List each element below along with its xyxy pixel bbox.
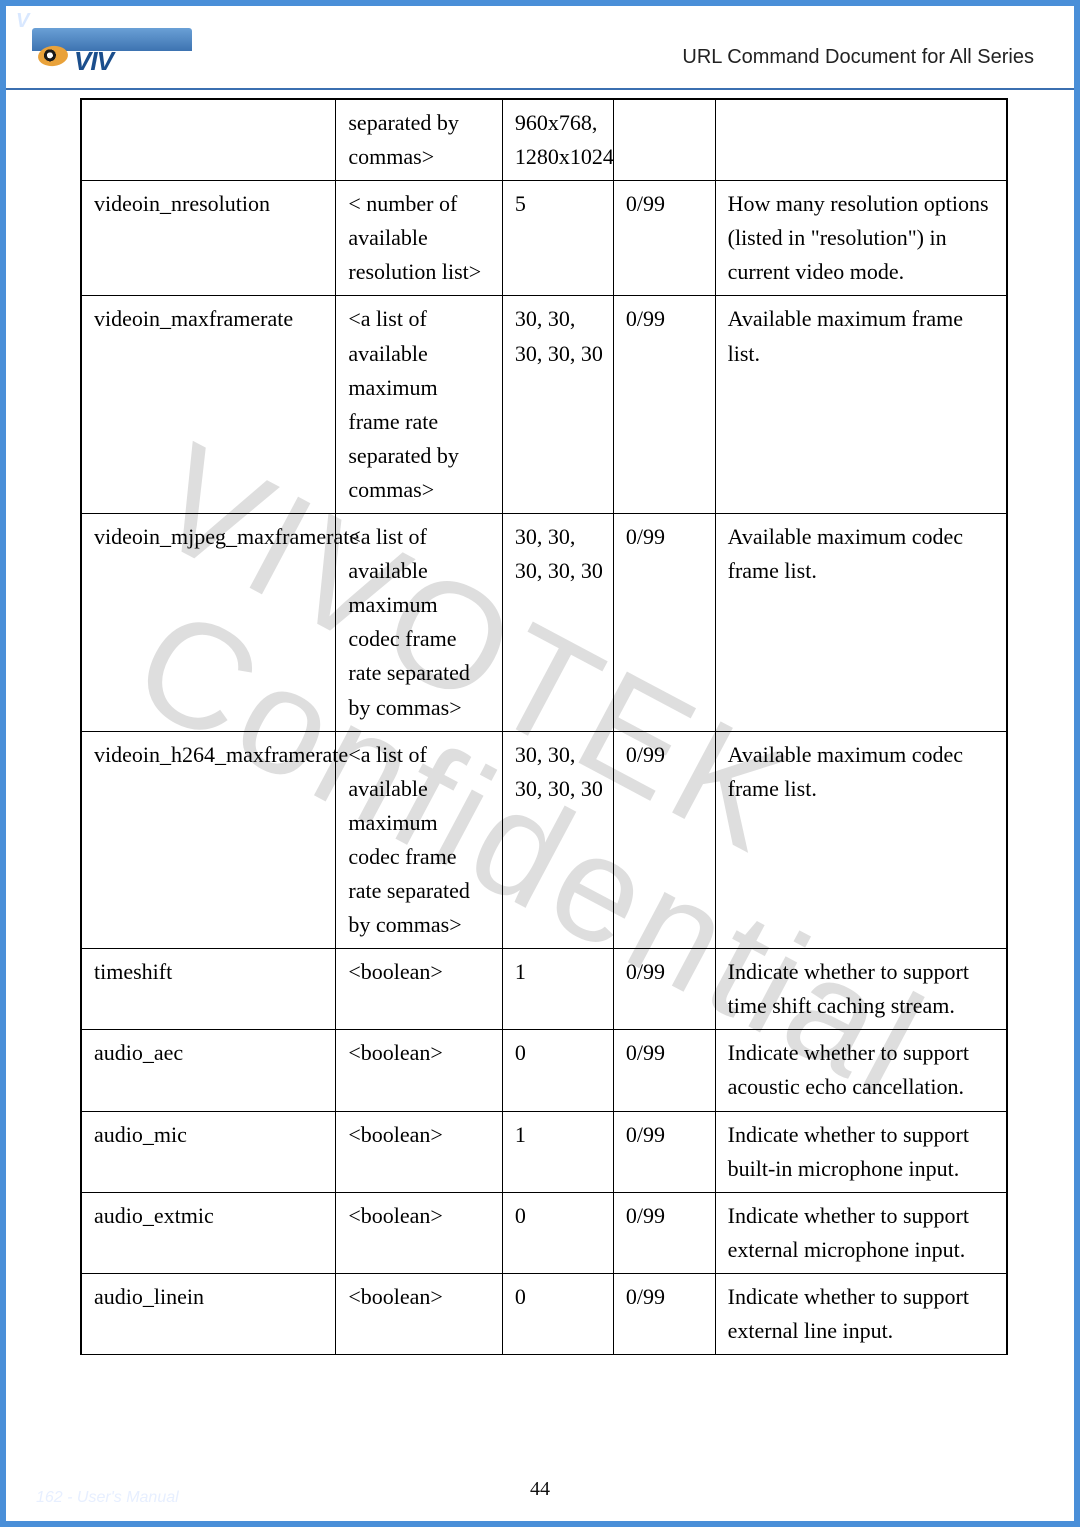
cell-name: videoin_mjpeg_maxframerate — [82, 514, 336, 732]
cell-security: 0/99 — [613, 949, 715, 1030]
table-row: audio_extmic <boolean> 0 0/99 Indicate w… — [82, 1192, 1007, 1273]
cell-security: 0/99 — [613, 731, 715, 949]
cell-security — [613, 100, 715, 181]
cell-name: audio_linein — [82, 1273, 336, 1354]
table-row: videoin_mjpeg_maxframerate <a list of av… — [82, 514, 1007, 732]
cell-type: <boolean> — [336, 1192, 503, 1273]
cell-security: 0/99 — [613, 1273, 715, 1354]
cell-type: <a list of available maximum codec frame… — [336, 731, 503, 949]
header-title: URL Command Document for All Series — [682, 46, 1034, 69]
cell-name — [82, 100, 336, 181]
cell-value: 0 — [502, 1030, 613, 1111]
cell-desc — [715, 100, 1006, 181]
cell-value: 1 — [502, 1111, 613, 1192]
table-row: videoin_maxframerate <a list of availabl… — [82, 296, 1007, 514]
cell-type: <boolean> — [336, 949, 503, 1030]
cell-name: audio_aec — [82, 1030, 336, 1111]
cell-desc: Available maximum codec frame list. — [715, 731, 1006, 949]
cell-value: 0 — [502, 1273, 613, 1354]
footer-page-number: 44 — [530, 1478, 550, 1501]
cell-type: <boolean> — [336, 1030, 503, 1111]
cell-security: 0/99 — [613, 514, 715, 732]
cell-value: 0 — [502, 1192, 613, 1273]
table-row: timeshift <boolean> 1 0/99 Indicate whet… — [82, 949, 1007, 1030]
cell-desc: Indicate whether to support time shift c… — [715, 949, 1006, 1030]
cell-name: audio_mic — [82, 1111, 336, 1192]
table-row: audio_aec <boolean> 0 0/99 Indicate whet… — [82, 1030, 1007, 1111]
cell-security: 0/99 — [613, 1111, 715, 1192]
table-row: separated by commas> 960x768, 1280x1024 — [82, 100, 1007, 181]
cell-name: timeshift — [82, 949, 336, 1030]
cell-security: 0/99 — [613, 1030, 715, 1111]
cell-security: 0/99 — [613, 181, 715, 296]
cell-value: 5 — [502, 181, 613, 296]
cell-desc: Available maximum frame list. — [715, 296, 1006, 514]
footer-left: 162 - User's Manual — [36, 1489, 179, 1507]
cell-type: <a list of available maximum codec frame… — [336, 514, 503, 732]
table-row: videoin_h264_maxframerate <a list of ava… — [82, 731, 1007, 949]
cell-desc: How many resolution options (listed in "… — [715, 181, 1006, 296]
cell-name: audio_extmic — [82, 1192, 336, 1273]
cell-value: 30, 30, 30, 30, 30 — [502, 514, 613, 732]
page-frame: V VIV URL Command Document for All Serie… — [0, 0, 1080, 1527]
table-row: videoin_nresolution < number of availabl… — [82, 181, 1007, 296]
cell-security: 0/99 — [613, 296, 715, 514]
cell-security: 0/99 — [613, 1192, 715, 1273]
cell-value: 30, 30, 30, 30, 30 — [502, 731, 613, 949]
cell-name: videoin_h264_maxframerate — [82, 731, 336, 949]
cell-name: videoin_nresolution — [82, 181, 336, 296]
table-row: audio_mic <boolean> 1 0/99 Indicate whet… — [82, 1111, 1007, 1192]
cell-desc: Indicate whether to support acoustic ech… — [715, 1030, 1006, 1111]
parameter-table: separated by commas> 960x768, 1280x1024 … — [81, 99, 1007, 1355]
cell-type: separated by commas> — [336, 100, 503, 181]
cell-type: <boolean> — [336, 1111, 503, 1192]
table-row: audio_linein <boolean> 0 0/99 Indicate w… — [82, 1273, 1007, 1354]
page-header: VIV URL Command Document for All Series — [6, 6, 1074, 90]
logo-text: VIV — [74, 46, 113, 77]
cell-desc: Indicate whether to support external lin… — [715, 1273, 1006, 1354]
cell-type: < number of available resolution list> — [336, 181, 503, 296]
cell-desc: Available maximum codec frame list. — [715, 514, 1006, 732]
cell-type: <boolean> — [336, 1273, 503, 1354]
table-body: separated by commas> 960x768, 1280x1024 … — [82, 100, 1007, 1355]
cell-value: 960x768, 1280x1024 — [502, 100, 613, 181]
cell-desc: Indicate whether to support external mic… — [715, 1192, 1006, 1273]
cell-name: videoin_maxframerate — [82, 296, 336, 514]
cell-desc: Indicate whether to support built-in mic… — [715, 1111, 1006, 1192]
brand-logo: VIV — [32, 28, 192, 74]
cell-value: 30, 30, 30, 30, 30 — [502, 296, 613, 514]
table-wrapper: separated by commas> 960x768, 1280x1024 … — [80, 98, 1008, 1355]
cell-value: 1 — [502, 949, 613, 1030]
cell-type: <a list of available maximum frame rate … — [336, 296, 503, 514]
